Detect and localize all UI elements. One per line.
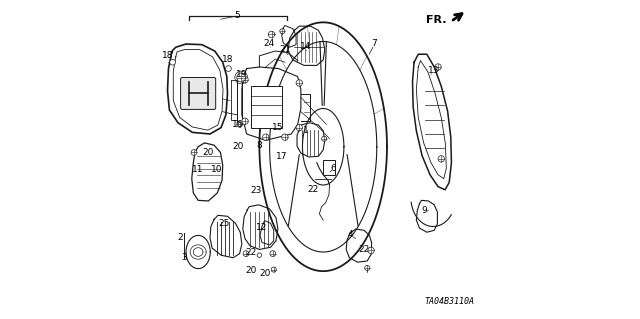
Text: 20: 20 xyxy=(259,269,271,278)
Text: 2: 2 xyxy=(178,233,184,242)
Text: 6: 6 xyxy=(331,164,337,173)
Text: 15: 15 xyxy=(272,123,284,132)
Circle shape xyxy=(235,71,248,84)
Circle shape xyxy=(271,267,276,272)
Circle shape xyxy=(435,64,441,70)
FancyBboxPatch shape xyxy=(180,78,216,109)
Circle shape xyxy=(237,73,246,82)
Circle shape xyxy=(296,124,303,131)
Text: 24: 24 xyxy=(263,39,275,48)
Text: 22: 22 xyxy=(246,248,257,256)
Circle shape xyxy=(268,31,275,38)
Circle shape xyxy=(365,265,370,271)
Circle shape xyxy=(257,253,262,257)
Text: 11: 11 xyxy=(193,165,204,174)
Circle shape xyxy=(262,134,269,140)
Circle shape xyxy=(170,59,175,65)
Bar xyxy=(252,86,282,128)
Bar xyxy=(323,160,335,175)
Circle shape xyxy=(280,29,285,34)
Text: 17: 17 xyxy=(276,152,287,161)
Circle shape xyxy=(242,77,248,83)
Text: 18: 18 xyxy=(162,51,173,60)
Text: 16: 16 xyxy=(232,120,244,129)
Text: 21: 21 xyxy=(279,45,291,54)
Text: 20: 20 xyxy=(202,148,213,157)
Text: 19: 19 xyxy=(236,70,248,79)
Circle shape xyxy=(270,251,276,256)
Circle shape xyxy=(225,66,231,71)
Text: 4: 4 xyxy=(348,230,353,239)
Circle shape xyxy=(237,122,243,127)
Text: 7: 7 xyxy=(371,39,377,48)
Text: 10: 10 xyxy=(211,165,222,174)
Text: 20: 20 xyxy=(232,142,244,151)
Text: 12: 12 xyxy=(256,223,268,232)
Text: 20: 20 xyxy=(246,266,257,275)
Text: 18: 18 xyxy=(221,55,233,63)
Text: 5: 5 xyxy=(234,11,240,20)
Text: 3: 3 xyxy=(181,253,187,262)
Circle shape xyxy=(296,80,303,86)
Text: FR.: FR. xyxy=(426,15,446,25)
Circle shape xyxy=(282,134,288,140)
Text: 1: 1 xyxy=(303,126,308,135)
Text: 23: 23 xyxy=(250,186,261,195)
Text: 14: 14 xyxy=(300,42,311,51)
Text: 13: 13 xyxy=(428,66,439,75)
Text: 22: 22 xyxy=(307,185,319,194)
Text: 8: 8 xyxy=(257,141,262,150)
Circle shape xyxy=(242,118,248,124)
Circle shape xyxy=(438,156,444,162)
Text: 9: 9 xyxy=(422,206,428,215)
Circle shape xyxy=(321,136,326,141)
Circle shape xyxy=(191,150,197,155)
Text: 25: 25 xyxy=(218,219,229,228)
Circle shape xyxy=(243,251,249,256)
Text: TA04B3110A: TA04B3110A xyxy=(425,297,475,306)
Circle shape xyxy=(368,247,374,254)
Text: 22: 22 xyxy=(358,245,370,254)
